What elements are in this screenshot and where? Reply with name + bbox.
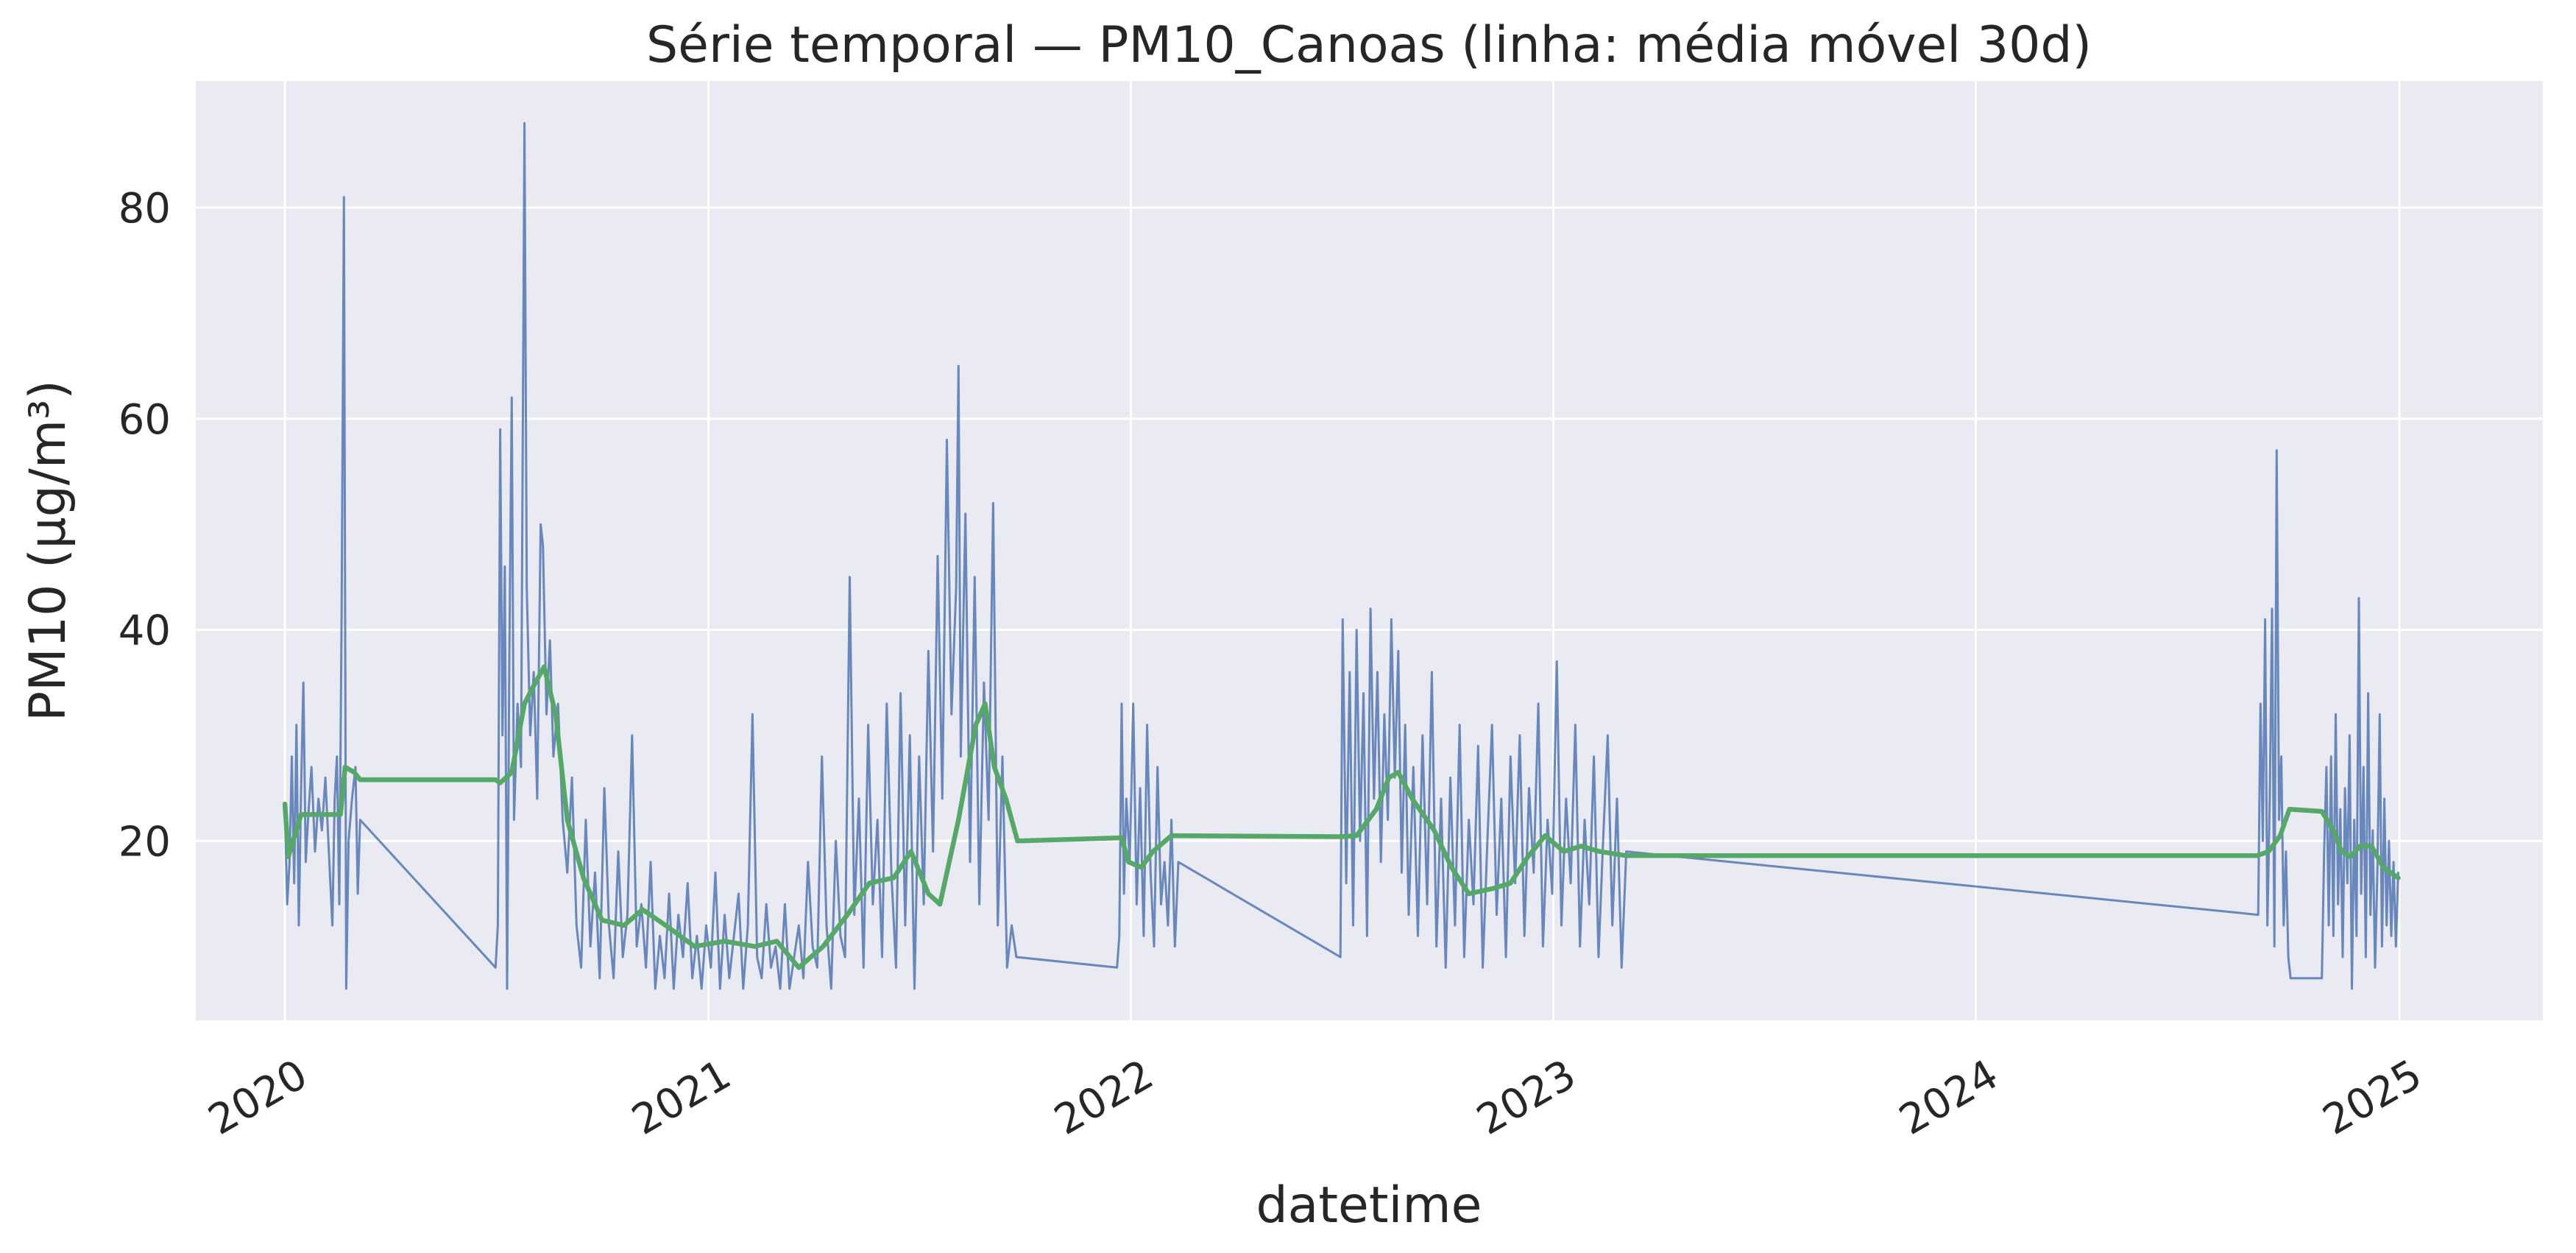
chart-title: Série temporal — PM10_Canoas (linha: méd… bbox=[646, 16, 2092, 74]
daily-series-line bbox=[283, 121, 2399, 990]
x-tick-label: 2021 bbox=[624, 1051, 739, 1145]
x-tick-label: 2023 bbox=[1469, 1051, 1584, 1145]
x-tick-label: 2024 bbox=[1892, 1051, 2006, 1145]
x-axis-label: datetime bbox=[1256, 1176, 1482, 1235]
x-tick-label: 2022 bbox=[1047, 1051, 1161, 1145]
y-tick-label: 60 bbox=[118, 396, 171, 444]
y-tick-label: 20 bbox=[118, 818, 171, 866]
y-tick-label: 80 bbox=[118, 185, 171, 233]
y-tick-labels: 20 40 60 80 bbox=[118, 185, 171, 866]
x-tick-labels: 2020 2021 2022 2023 2024 2025 bbox=[201, 1051, 2430, 1145]
y-tick-label: 40 bbox=[118, 607, 171, 655]
rolling-series-line bbox=[282, 664, 2401, 970]
series-layer bbox=[282, 121, 2401, 990]
grid-lines bbox=[196, 81, 2543, 1020]
y-axis-label: PM10 (µg/m³) bbox=[19, 380, 77, 721]
x-tick-label: 2020 bbox=[201, 1051, 316, 1145]
x-tick-label: 2025 bbox=[2315, 1051, 2430, 1145]
plot-background bbox=[196, 81, 2543, 1020]
